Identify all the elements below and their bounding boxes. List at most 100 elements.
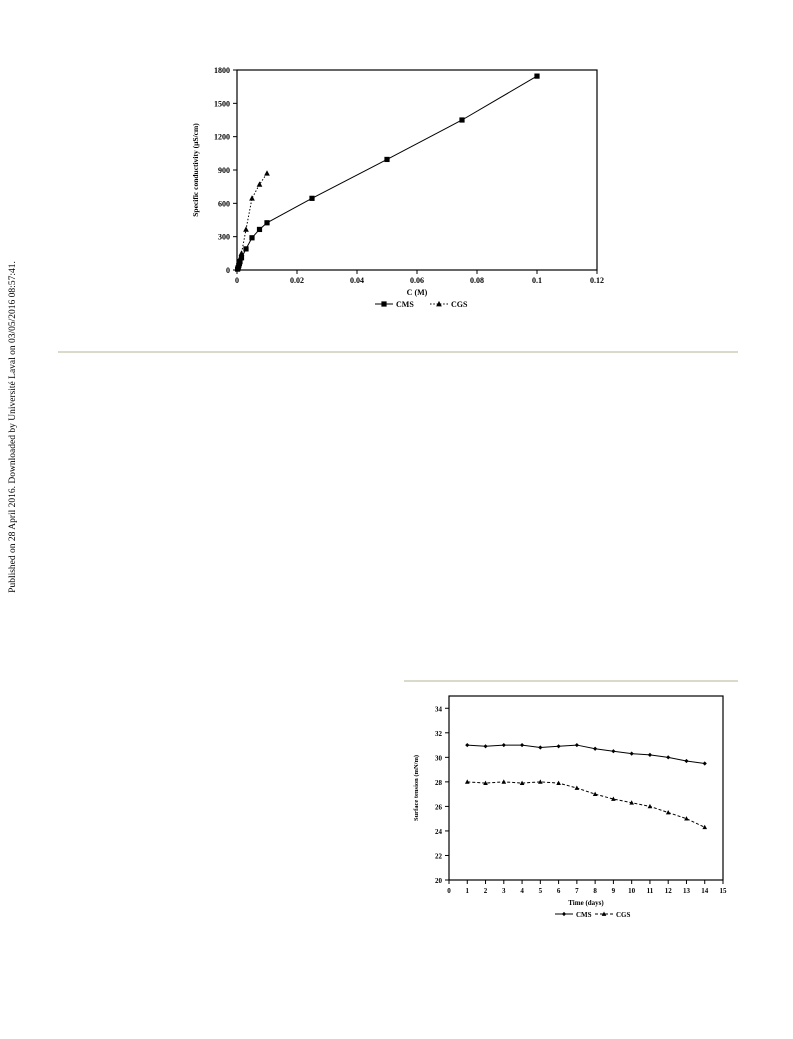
series-cgs — [464, 779, 708, 830]
data-point-cms — [684, 758, 689, 764]
plot-frame — [448, 695, 724, 881]
y-tick-label: 1200 — [214, 133, 230, 142]
data-point-cgs — [684, 816, 689, 821]
data-point-cms — [574, 742, 579, 748]
data-point-cms — [534, 73, 540, 79]
data-point-cgs — [647, 803, 653, 809]
data-point-cgs — [556, 780, 561, 785]
data-point-cgs — [483, 780, 488, 785]
data-point-cgs — [592, 791, 598, 797]
y-tick-label: 1500 — [214, 99, 230, 108]
legend-marker-cgs — [601, 911, 607, 916]
data-point-cgs — [236, 257, 243, 264]
data-point-cgs — [256, 181, 263, 187]
y-tick-label: 900 — [218, 166, 230, 175]
section-divider-top — [58, 351, 738, 353]
legend-label-cms: CMS — [396, 300, 414, 309]
y-tick-label: 30 — [435, 754, 443, 762]
y-axis-label: Surface tension (mN/m) — [413, 755, 420, 821]
series-line-cms — [467, 744, 705, 764]
data-point-cgs — [237, 255, 243, 261]
y-tick-label: 600 — [218, 199, 230, 208]
data-point-cgs — [702, 824, 708, 830]
y-tick-label: 34 — [435, 705, 443, 713]
data-point-cms — [501, 742, 506, 748]
x-tick-label: 10 — [628, 887, 636, 895]
data-point-cms — [593, 746, 598, 751]
data-point-cms — [238, 255, 245, 261]
y-tick-label: 22 — [435, 852, 443, 860]
x-tick-label: 0.12 — [590, 276, 604, 285]
data-point-cgs — [611, 796, 616, 801]
data-point-cgs — [238, 250, 245, 256]
series-cms — [465, 742, 707, 766]
x-tick-label: 1 — [466, 887, 470, 895]
x-tick-label: 14 — [701, 887, 709, 895]
x-tick-label: 0.06 — [410, 276, 424, 285]
legend-label-cgs: CGS — [451, 300, 468, 309]
legend-marker-cms — [381, 301, 387, 307]
data-point-cgs — [574, 785, 580, 790]
x-tick-label: 0.02 — [290, 276, 304, 285]
data-point-cms — [256, 226, 263, 233]
y-tick-label: 32 — [435, 730, 443, 738]
y-tick-label: 0 — [226, 266, 230, 275]
data-point-cms — [538, 745, 543, 750]
series-cgs — [234, 170, 270, 272]
x-axis-label: Time (days) — [568, 899, 604, 907]
x-tick-label: 4 — [520, 887, 524, 895]
x-tick-label: 9 — [612, 887, 616, 895]
x-tick-label: 0 — [235, 276, 239, 285]
data-point-cms — [465, 742, 470, 748]
x-tick-label: 0.04 — [350, 276, 364, 285]
x-axis-label: C (M) — [407, 288, 428, 297]
y-tick-label: 1800 — [214, 66, 230, 75]
data-point-cgs — [243, 226, 249, 232]
x-tick-label: 11 — [647, 887, 654, 895]
data-point-cms — [483, 744, 488, 749]
y-tick-label: 26 — [435, 803, 443, 811]
legend-label-cms: CMS — [576, 911, 592, 919]
data-point-cms — [647, 752, 653, 757]
x-tick-label: 7 — [575, 887, 579, 895]
series-line-cgs — [467, 781, 705, 828]
data-point-cms — [702, 761, 707, 766]
data-point-cms — [666, 755, 671, 760]
data-point-cgs — [464, 779, 470, 784]
section-divider-bottom — [404, 680, 738, 682]
x-tick-label: 5 — [539, 887, 543, 895]
x-tick-label: 6 — [557, 887, 561, 895]
data-point-cgs — [235, 260, 242, 267]
data-point-cms — [249, 235, 255, 241]
data-point-cms — [384, 156, 390, 163]
x-tick-label: 3 — [502, 887, 506, 895]
x-tick-label: 0.1 — [532, 276, 542, 285]
x-tick-label: 8 — [593, 887, 597, 895]
data-point-cgs — [264, 170, 270, 176]
x-tick-label: 13 — [683, 887, 691, 895]
x-tick-label: 0 — [447, 887, 451, 895]
data-point-cms — [309, 195, 315, 201]
data-point-cms — [243, 246, 249, 252]
y-tick-label: 24 — [435, 828, 443, 836]
data-point-cms — [459, 117, 465, 123]
data-point-cms — [264, 220, 270, 226]
y-tick-label: 28 — [435, 779, 443, 787]
y-tick-label: 300 — [218, 233, 230, 242]
legend-label-cgs: CGS — [616, 911, 631, 919]
x-tick-label: 12 — [665, 887, 673, 895]
data-point-cms — [611, 749, 616, 754]
data-point-cgs — [538, 779, 543, 784]
y-tick-label: 20 — [435, 877, 443, 885]
data-point-cms — [556, 744, 561, 749]
legend-marker-cgs — [436, 300, 442, 307]
x-tick-label: 2 — [484, 887, 488, 895]
data-point-cms — [629, 751, 634, 756]
legend-marker-cms — [561, 911, 567, 917]
data-point-cgs — [249, 195, 255, 201]
x-tick-label: 15 — [720, 887, 728, 895]
data-point-cms — [519, 742, 525, 748]
data-point-cgs — [665, 810, 671, 815]
x-tick-label: 0.08 — [470, 276, 484, 285]
